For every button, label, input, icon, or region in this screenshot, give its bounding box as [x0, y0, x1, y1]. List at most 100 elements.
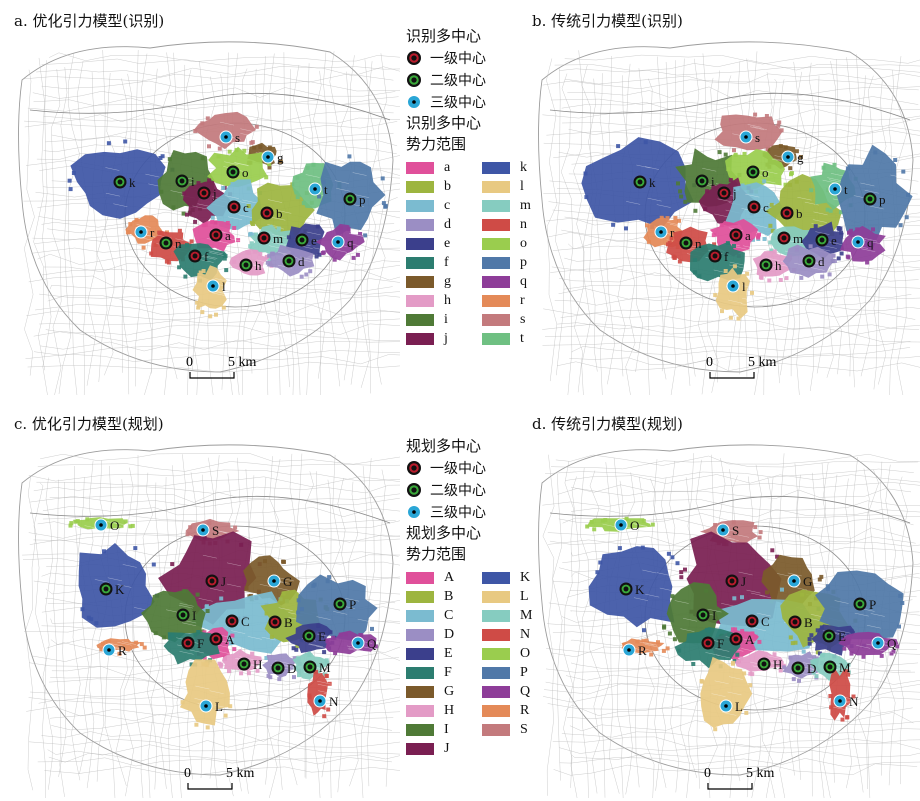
swatch-n: [482, 219, 510, 231]
swatch-A: [406, 572, 434, 584]
swatch-B: [406, 591, 434, 603]
swatch-grid: a k b l c m d n e o f p g q h r i s j t: [406, 161, 536, 346]
center-g: g: [781, 150, 804, 165]
center-label: k: [649, 175, 656, 190]
center-label: b: [796, 206, 803, 221]
scale-label: 5 km: [748, 355, 777, 370]
swatch-d: [406, 219, 434, 231]
center-label: g: [277, 150, 284, 165]
legend-title: 识别多中心: [406, 27, 482, 45]
center-label: p: [879, 192, 886, 207]
swatch-label-P: P: [520, 665, 528, 680]
center-O: O: [94, 518, 119, 533]
swatch-G: [406, 686, 434, 698]
center-label: D: [807, 661, 816, 676]
center-label: C: [761, 614, 770, 629]
scale-label: 5 km: [228, 355, 257, 370]
center-c: c: [747, 200, 769, 215]
center-a: a: [209, 228, 231, 243]
swatch-label-F: F: [444, 665, 452, 680]
center-label: f: [724, 249, 729, 264]
center-D: D: [271, 661, 296, 676]
swatch-j: [406, 333, 434, 345]
center-label: N: [849, 694, 859, 709]
center-label: m: [273, 231, 283, 246]
center-L: L: [199, 699, 223, 714]
center-n: n: [679, 236, 702, 251]
scale-zero: 0: [704, 766, 711, 781]
center-label: j: [732, 186, 737, 201]
swatch-R: [482, 705, 510, 717]
swatch-g: [406, 276, 434, 288]
swatch-J: [406, 743, 434, 755]
center-Q: Q: [871, 636, 897, 651]
swatch-label-q: q: [520, 274, 527, 289]
swatch-label-C: C: [444, 608, 454, 623]
center-a: a: [729, 228, 751, 243]
swatch-label-H: H: [444, 703, 455, 718]
center-A: A: [729, 632, 755, 647]
panel-title: b. 传统引力模型(识别): [532, 12, 683, 30]
center-k: k: [633, 175, 656, 190]
center-D: D: [791, 661, 816, 676]
swatch-P: [482, 667, 510, 679]
center-m: m: [777, 231, 803, 246]
center-label: i: [191, 174, 195, 189]
center-f: f: [188, 249, 209, 264]
swatch-p: [482, 257, 510, 269]
swatch-label-l: l: [520, 179, 524, 194]
center-label: M: [319, 660, 331, 675]
center-label: d: [298, 254, 305, 269]
center-E: E: [302, 629, 326, 644]
center-I: I: [696, 608, 716, 623]
center-label: H: [253, 657, 262, 672]
swatch-label-e: e: [444, 236, 451, 251]
center-label: S: [212, 523, 219, 538]
center-label: B: [804, 615, 813, 630]
center-label: D: [287, 661, 296, 676]
swatch-C: [406, 610, 434, 622]
center-label: O: [630, 518, 639, 533]
swatch-L: [482, 591, 510, 603]
center-o: o: [226, 165, 249, 180]
center-g: g: [261, 150, 284, 165]
level-3-center-icon: [407, 505, 421, 519]
region-l: [179, 659, 233, 730]
swatch-label-r: r: [520, 293, 525, 308]
center-label: c: [243, 200, 249, 215]
swatch-E: [406, 648, 434, 660]
swatch-label-B: B: [444, 589, 454, 604]
center-label: G: [283, 574, 292, 589]
swatch-O: [482, 648, 510, 660]
center-N: N: [313, 694, 339, 709]
center-c: c: [227, 200, 249, 215]
center-label: I: [192, 608, 196, 623]
swatch-h: [406, 295, 434, 307]
center-C: C: [745, 614, 770, 629]
center-N: N: [833, 694, 859, 709]
center-label: s: [755, 130, 760, 145]
swatch-H: [406, 705, 434, 717]
swatch-i: [406, 314, 434, 326]
center-label: C: [241, 614, 250, 629]
center-label: R: [638, 643, 647, 658]
swatch-label-o: o: [520, 236, 527, 251]
center-L: L: [719, 699, 743, 714]
center-label: H: [773, 657, 782, 672]
swatch-label-M: M: [520, 608, 533, 623]
center-H: H: [237, 657, 262, 672]
center-label: n: [175, 236, 182, 251]
center-e: e: [815, 233, 837, 248]
center-label: N: [329, 694, 339, 709]
legend-level-1-label: 一级中心: [430, 51, 486, 67]
center-d: d: [802, 254, 825, 269]
center-label: g: [797, 150, 804, 165]
center-label: k: [129, 175, 136, 190]
center-n: n: [159, 236, 182, 251]
center-r: r: [654, 225, 675, 240]
center-F: F: [701, 636, 724, 651]
center-label: p: [359, 192, 366, 207]
center-label: h: [775, 258, 782, 273]
center-o: o: [746, 165, 769, 180]
center-label: b: [276, 206, 283, 221]
